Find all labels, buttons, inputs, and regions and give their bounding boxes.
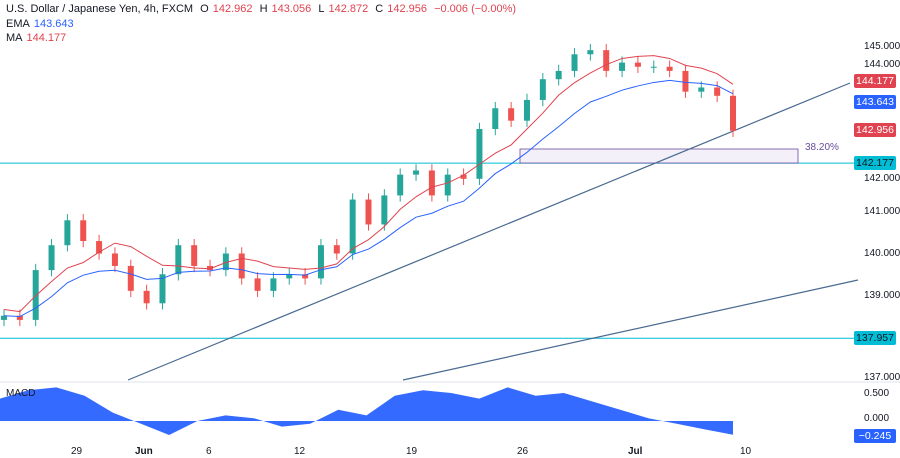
low-value: 142.872	[328, 3, 369, 15]
candle-body	[698, 87, 705, 92]
candle-body	[508, 108, 515, 121]
date-tick: 19	[406, 446, 418, 457]
ma-label: MA	[6, 32, 23, 44]
ma-line	[3, 55, 734, 313]
candle-body	[444, 174, 451, 196]
price-tick: 142.000	[864, 173, 900, 184]
macd-tick: 0.500	[864, 388, 890, 399]
close-value: 142.956	[387, 3, 428, 15]
candle-body	[571, 54, 578, 71]
candle-body	[32, 270, 39, 320]
candle-body	[555, 70, 562, 80]
candle-body	[80, 220, 87, 242]
trendline	[127, 82, 851, 381]
date-tick: 12	[294, 446, 306, 457]
open-label: O	[200, 3, 209, 15]
symbol-title: U.S. Dollar / Japanese Yen, 4h, FXCM	[6, 3, 194, 15]
price-tick: 140.000	[864, 248, 900, 259]
candle-body	[127, 265, 134, 291]
macd-label: MACD	[6, 388, 36, 399]
trendline	[402, 279, 859, 381]
candle-body	[666, 66, 673, 71]
ema-legend[interactable]: EMA 143.643	[6, 18, 78, 30]
close-price-tag: 142.956	[854, 123, 896, 137]
candle-body	[523, 99, 530, 121]
fib-label: 38.20%	[805, 142, 839, 153]
candle-body	[333, 245, 340, 254]
price-tick: 141.000	[864, 206, 900, 217]
high-label: H	[259, 3, 268, 15]
macd-area	[0, 387, 733, 435]
candle-body	[302, 274, 309, 279]
candle-body	[492, 108, 499, 129]
candle-body	[730, 95, 736, 131]
macd-tick: 0.000	[864, 413, 890, 424]
close-label: C	[375, 3, 384, 15]
candle-body	[222, 253, 229, 271]
date-tick: 29	[71, 446, 83, 457]
price-tick: 145.000	[864, 41, 900, 52]
ema-price-tag: 143.643	[854, 95, 896, 109]
open-value: 142.962	[212, 3, 253, 15]
candle-body	[270, 278, 277, 291]
level-price-tag: 137.957	[854, 331, 896, 345]
price-tick: 137.000	[864, 372, 900, 383]
candle-body	[286, 274, 293, 279]
date-tick: 10	[740, 446, 752, 457]
candle-body	[1, 315, 7, 320]
candle-body	[587, 50, 594, 55]
candle-body	[317, 245, 324, 279]
candle-body	[96, 241, 103, 254]
candle-body	[207, 265, 214, 271]
candle-body	[16, 315, 23, 320]
change-value: −0.006 (−0.00%)	[434, 3, 517, 15]
candle-body	[48, 245, 55, 271]
ema-line	[3, 79, 734, 318]
ema-value: 143.643	[33, 18, 74, 30]
date-tick: Jun	[135, 446, 153, 457]
candle-body	[381, 195, 388, 225]
candle-body	[365, 199, 372, 225]
fib-retracement-box	[519, 148, 799, 164]
candle-body	[634, 62, 641, 67]
date-tick: Jul	[628, 446, 643, 457]
candle-body	[714, 87, 721, 96]
candle-body	[238, 253, 245, 279]
ma-value: 144.177	[26, 32, 67, 44]
candle-body	[413, 170, 420, 175]
candle-body	[428, 170, 435, 196]
candle-body	[603, 50, 610, 71]
ema-label: EMA	[6, 18, 30, 30]
date-tick: 26	[517, 446, 529, 457]
candle-body	[682, 70, 689, 92]
candle-body	[254, 278, 261, 291]
ma-price-tag: 144.177	[854, 74, 896, 88]
candle-body	[619, 62, 626, 71]
candle-body	[476, 129, 483, 179]
candle-body	[539, 79, 546, 100]
symbol-legend: U.S. Dollar / Japanese Yen, 4h, FXCM O 14…	[6, 3, 520, 15]
level-price-tag: 142.177	[854, 156, 896, 170]
candle-body	[460, 174, 467, 179]
candle-body	[111, 253, 118, 266]
candle-body	[650, 66, 657, 68]
candle-body	[397, 174, 404, 196]
high-value: 143.056	[271, 3, 312, 15]
ma-legend[interactable]: MA 144.177	[6, 32, 70, 44]
candle-body	[349, 199, 356, 254]
candle-body	[64, 220, 71, 246]
price-tick: 144.000	[864, 59, 900, 70]
candle-body	[143, 290, 150, 304]
low-label: L	[318, 3, 325, 15]
candle-body	[191, 245, 198, 266]
candle-body	[159, 274, 166, 304]
candle-body	[175, 245, 182, 275]
date-tick: 6	[206, 446, 212, 457]
macd-value-tag: −0.245	[854, 429, 896, 443]
price-tick: 139.000	[864, 290, 900, 301]
